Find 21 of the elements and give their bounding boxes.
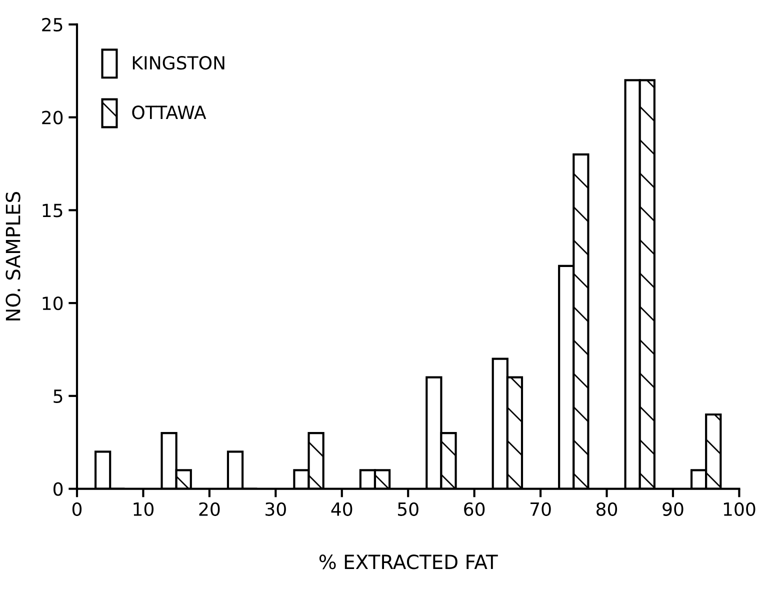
y-axis-title: NO. SAMPLES xyxy=(6,192,20,320)
y-tick-label: 15 xyxy=(42,204,62,218)
x-tick-label: 90 xyxy=(662,502,684,516)
y-tick-label: 5 xyxy=(54,390,62,404)
legend-label: OTTAWA xyxy=(132,106,206,120)
x-tick-label: 0 xyxy=(72,502,82,516)
x-tick-label: 20 xyxy=(199,502,220,516)
x-tick-label: 70 xyxy=(530,502,551,516)
x-tick-label: 60 xyxy=(464,502,485,516)
x-tick-label: 10 xyxy=(134,502,154,516)
y-tick-label: 20 xyxy=(42,110,63,124)
x-tick-label: 40 xyxy=(331,502,352,516)
x-axis-title: % EXTRACTED FAT xyxy=(319,554,498,570)
x-tick-label: 100 xyxy=(724,502,756,516)
y-tick-label: 25 xyxy=(42,18,62,32)
x-tick-label: 50 xyxy=(398,502,418,516)
y-tick-label: 10 xyxy=(42,296,63,310)
x-tick-label: 80 xyxy=(596,502,618,516)
x-tick-label: 30 xyxy=(266,502,286,516)
legend-label: KINGSTON xyxy=(132,56,224,70)
y-tick-label: 0 xyxy=(54,482,63,496)
